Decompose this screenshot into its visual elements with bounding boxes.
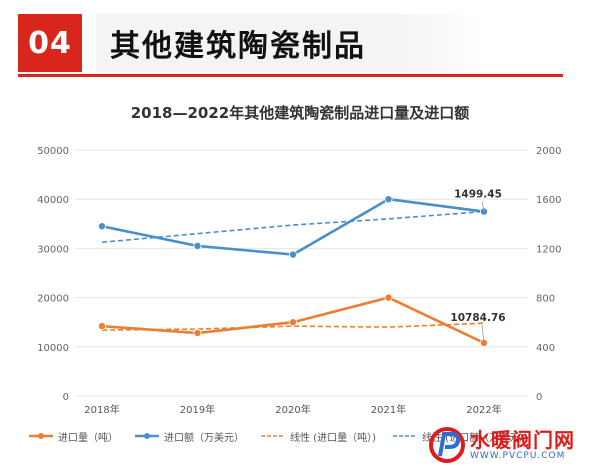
series-line <box>101 197 485 256</box>
x-tick-label: 2020年 <box>275 403 310 416</box>
legend-label: 进口量（吨） <box>58 432 118 444</box>
annotation-leader <box>481 201 485 212</box>
legend-swatch <box>261 435 285 437</box>
data-point <box>288 250 297 259</box>
y-left-tick-label: 20000 <box>37 294 69 305</box>
chart-title: 2018—2022年其他建筑陶瓷制品进口量及进口额 <box>130 104 470 122</box>
x-tick-label: 2019年 <box>180 403 215 416</box>
legend-item: 进口量（吨） <box>28 429 118 444</box>
header-banner: 04 其他建筑陶瓷制品 <box>0 0 600 82</box>
data-point <box>288 318 297 327</box>
site-logo-icon <box>428 426 466 464</box>
y-left-tick-label: 40000 <box>37 195 69 206</box>
x-tick-label: 2018年 <box>84 403 119 416</box>
annotation-leader <box>481 324 485 343</box>
data-point <box>384 293 393 302</box>
data-label: 10784.76 <box>450 312 505 324</box>
data-point <box>193 241 202 250</box>
legend-label: 线性 (进口额（万美元）) <box>421 432 528 444</box>
x-tick-label: 2022年 <box>466 403 501 416</box>
y-left-tick-label: 0 <box>63 392 69 403</box>
legend-label: 线性 (进口量（吨）) <box>290 432 376 444</box>
legend-swatch <box>135 433 159 439</box>
legend-label: 进口额（万美元） <box>164 432 244 444</box>
data-point <box>384 195 393 204</box>
legend-swatch <box>29 433 53 439</box>
site-watermark: 水暖阀门网 WWW.PVCPU.COM <box>428 420 600 469</box>
x-tick-label: 2021年 <box>371 403 406 416</box>
y-right-tick-label: 800 <box>536 294 555 305</box>
data-point <box>98 322 107 331</box>
header-underline <box>18 74 563 77</box>
legend-item: 线性 (进口额（万美元）) <box>392 429 528 444</box>
legend-item: 线性 (进口量（吨）) <box>260 429 376 444</box>
y-right-tick-label: 2000 <box>536 146 561 157</box>
data-point <box>98 222 107 231</box>
y-right-tick-label: 400 <box>536 343 555 354</box>
site-url: WWW.PVCPU.COM <box>470 450 566 461</box>
y-left-tick-label: 50000 <box>37 146 69 157</box>
legend-item: 进口额（万美元） <box>134 429 244 444</box>
chart-legend: 进口量（吨） 进口额（万美元） 线性 (进口量（吨）) 线性 (进口额（万美元）) <box>28 426 544 446</box>
legend-swatch <box>392 435 417 437</box>
section-number-badge: 04 <box>18 14 82 72</box>
y-right-tick-label: 1600 <box>536 195 561 206</box>
y-left-tick-label: 30000 <box>37 244 69 255</box>
section-title: 其他建筑陶瓷制品 <box>96 14 480 72</box>
data-point <box>193 329 202 338</box>
y-right-tick-label: 1200 <box>536 244 561 255</box>
site-name: 水暖阀门网 <box>470 427 575 452</box>
y-left-tick-label: 10000 <box>37 343 69 354</box>
y-right-tick-label: 0 <box>536 392 542 403</box>
data-label: 1499.45 <box>454 189 502 201</box>
